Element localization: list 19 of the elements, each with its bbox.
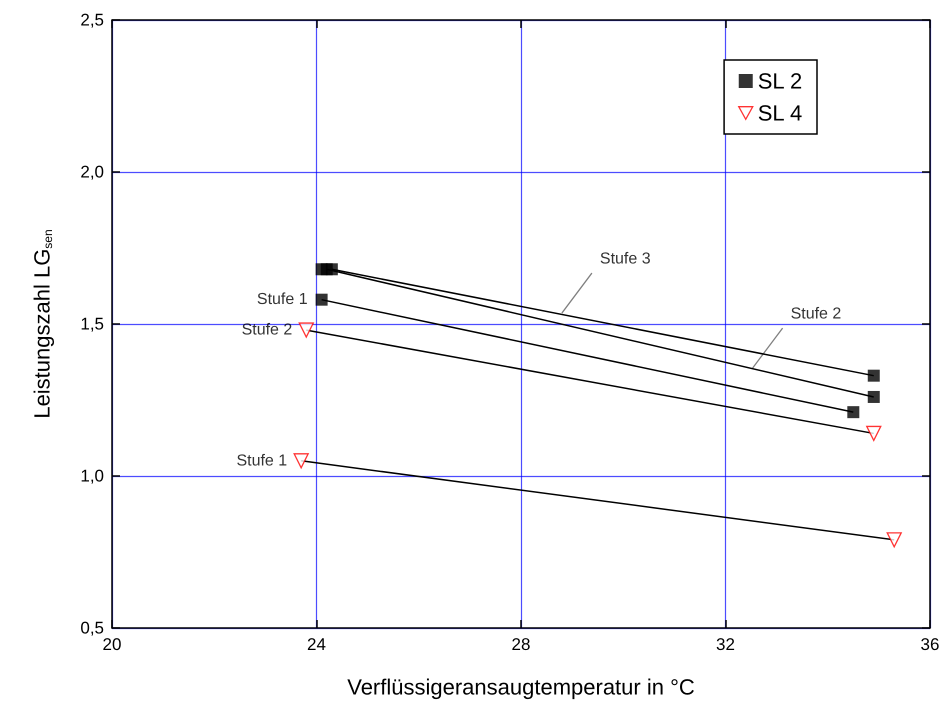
x-tick-label: 28 [512, 635, 530, 654]
x-tick-label: 36 [920, 635, 940, 654]
legend-label: SL 2 [758, 68, 802, 94]
annotation: Stufe 1 [256, 291, 308, 308]
x-tick-label: 20 [102, 635, 122, 654]
annotation: Stufe 2 [242, 322, 292, 339]
y-tick-label: 1,5 [80, 314, 104, 334]
annotation: Stufe 1 [236, 452, 288, 470]
x-axis-title: Verflüssigeransaugtemperatur in °C [347, 674, 695, 700]
y-tick-label: 2,0 [80, 162, 104, 182]
x-tick-label: 32 [716, 635, 735, 654]
y-tick-label: 0,5 [80, 618, 104, 638]
legend-label: SL 4 [758, 100, 802, 126]
x-tick-label: 24 [307, 635, 326, 654]
annotation: Stufe 3 [600, 250, 651, 268]
y-tick-label: 1,0 [80, 466, 104, 486]
y-tick-label: 2,5 [80, 10, 104, 30]
annotation: Stufe 2 [790, 306, 842, 323]
y-axis-title: Leistungszahl LGsen [30, 229, 55, 419]
